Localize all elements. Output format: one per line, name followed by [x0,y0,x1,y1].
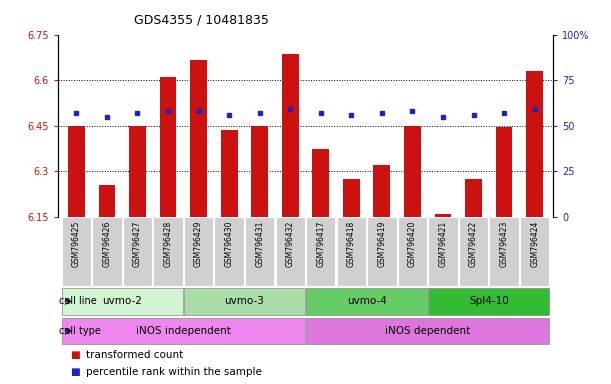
FancyBboxPatch shape [245,217,274,286]
Text: cell line: cell line [59,296,97,306]
Bar [159,77,177,217]
Text: iNOS dependent: iNOS dependent [385,326,470,336]
Bar [98,185,115,217]
FancyBboxPatch shape [489,217,519,286]
FancyBboxPatch shape [184,217,213,286]
Text: uvmo-3: uvmo-3 [224,296,265,306]
FancyBboxPatch shape [428,288,549,315]
FancyBboxPatch shape [92,217,122,286]
Bar [221,130,238,217]
Text: GSM796423: GSM796423 [500,220,508,267]
Bar [526,71,543,217]
Bar [373,165,390,217]
FancyBboxPatch shape [62,217,91,286]
FancyBboxPatch shape [62,318,305,344]
Bar [68,126,85,217]
Text: Spl4-10: Spl4-10 [469,296,509,306]
Bar [129,126,146,217]
FancyBboxPatch shape [337,217,366,286]
FancyBboxPatch shape [520,217,549,286]
Bar [251,126,268,217]
Bar [312,149,329,217]
Text: iNOS independent: iNOS independent [136,326,231,336]
Text: GSM796418: GSM796418 [347,220,356,266]
Text: GSM796420: GSM796420 [408,220,417,267]
Text: GSM796427: GSM796427 [133,220,142,267]
Text: GSM796430: GSM796430 [225,220,233,267]
FancyBboxPatch shape [62,288,183,315]
Text: GSM796424: GSM796424 [530,220,539,267]
FancyBboxPatch shape [398,217,427,286]
Text: GSM796417: GSM796417 [316,220,325,267]
Text: GSM796419: GSM796419 [378,220,386,267]
Bar [343,179,360,217]
FancyBboxPatch shape [306,288,427,315]
Text: GDS4355 / 10481835: GDS4355 / 10481835 [134,14,269,27]
FancyBboxPatch shape [123,217,152,286]
Text: transformed count: transformed count [86,350,183,360]
FancyBboxPatch shape [214,217,244,286]
Text: GSM796426: GSM796426 [103,220,111,267]
Text: GSM796422: GSM796422 [469,220,478,266]
FancyBboxPatch shape [184,288,305,315]
Text: ■: ■ [70,350,80,360]
FancyBboxPatch shape [428,217,458,286]
Bar [465,179,482,217]
Bar [282,54,299,217]
Text: GSM796421: GSM796421 [439,220,447,266]
Bar [496,127,513,217]
FancyBboxPatch shape [276,217,305,286]
FancyBboxPatch shape [367,217,397,286]
Bar [404,126,421,217]
FancyBboxPatch shape [153,217,183,286]
Text: GSM796428: GSM796428 [164,220,172,266]
FancyBboxPatch shape [306,217,335,286]
Text: GSM796432: GSM796432 [286,220,295,267]
Text: uvmo-2: uvmo-2 [102,296,142,306]
FancyBboxPatch shape [306,318,549,344]
Text: cell type: cell type [59,326,101,336]
Text: GSM796425: GSM796425 [72,220,81,267]
Bar [190,60,207,217]
Text: GSM796431: GSM796431 [255,220,264,267]
Text: GSM796429: GSM796429 [194,220,203,267]
Bar [434,214,452,217]
Text: ■: ■ [70,367,80,377]
FancyBboxPatch shape [459,217,488,286]
Text: percentile rank within the sample: percentile rank within the sample [86,367,262,377]
Text: uvmo-4: uvmo-4 [346,296,387,306]
